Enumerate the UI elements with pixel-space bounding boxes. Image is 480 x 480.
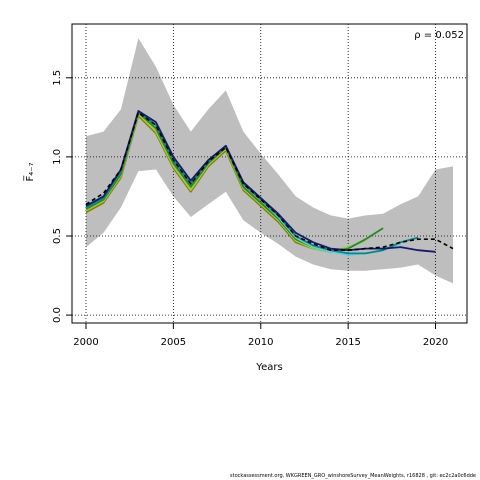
x-tick-label: 2005 — [161, 337, 186, 348]
x-tick-label: 2000 — [73, 337, 98, 348]
series-line — [85, 111, 454, 251]
plot-frame — [71, 23, 468, 324]
y-axis-title: F̅₄₋₇ — [23, 162, 36, 181]
rho-annotation: ρ = 0.052 — [414, 30, 464, 41]
y-tick-label: 1.5 — [52, 70, 63, 86]
x-axis-title: Years — [255, 362, 282, 373]
confidence-band — [86, 38, 453, 284]
y-tick-label: 0.0 — [52, 307, 63, 323]
x-tick-label: 2015 — [335, 337, 360, 348]
y-tick-label: 1.0 — [52, 149, 63, 165]
y-tick-label: 0.5 — [52, 228, 63, 244]
x-tick-label: 2020 — [423, 337, 448, 348]
x-tick-label: 2010 — [248, 337, 273, 348]
footer-credit: stockassessment.org, WKGREEN_GRO_winshor… — [230, 473, 476, 479]
series-line — [85, 110, 436, 253]
